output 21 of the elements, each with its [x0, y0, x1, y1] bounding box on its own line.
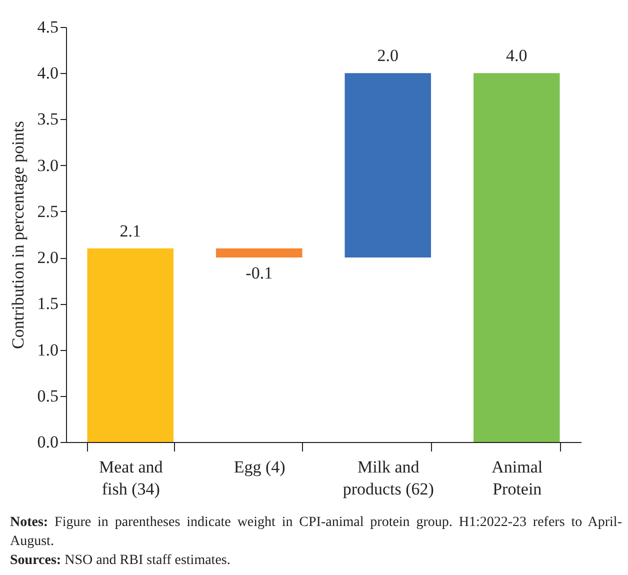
y-tick-label: 1.5	[37, 294, 58, 314]
y-tick-label: 2.5	[37, 202, 58, 221]
y-tick-label: 2.0	[37, 248, 58, 268]
y-tick-label: 0.5	[37, 386, 58, 406]
y-tick-label: 1.0	[37, 340, 58, 360]
x-tick-label: Animal Protein	[492, 458, 543, 498]
y-tick-label: 0.0	[37, 432, 58, 452]
data-label: 2.0	[377, 46, 398, 66]
source-note: Sources: NSO and RBI staff estimates.	[10, 552, 232, 570]
y-axis-title: Contribution in percentage points	[8, 120, 28, 350]
x-tick-label: Milk and products (62)	[342, 458, 434, 498]
data-label: 4.0	[506, 46, 528, 66]
y-tick-label: 4.0	[37, 64, 58, 83]
x-tick-label: Meat and fish (34)	[99, 458, 164, 498]
y-tick-label: 3.0	[37, 156, 58, 175]
data-label: -0.1	[246, 264, 273, 283]
x-tick-label: Egg (4)	[234, 458, 286, 476]
data-label: 2.1	[120, 221, 141, 240]
y-tick-label: 4.5	[37, 18, 58, 36]
text: Notes: Figure in parentheses indicate weight in CPI-animal protein group. H1:2022-23 refers to April-August.	[10, 514, 622, 551]
y-tick-label: 3.5	[37, 110, 58, 129]
